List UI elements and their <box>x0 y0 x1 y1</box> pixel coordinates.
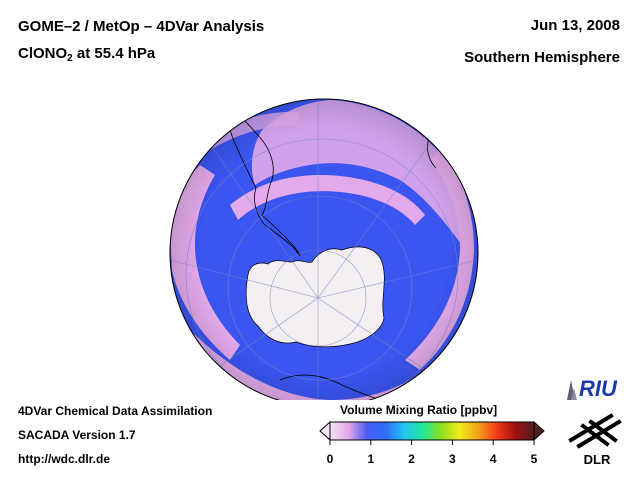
colorbar-tick-label: 4 <box>489 452 497 466</box>
hemisphere-label: Southern Hemisphere <box>464 49 620 66</box>
globe-map <box>169 98 479 400</box>
colorbar-tick-label: 2 <box>408 452 415 466</box>
colorbar-max-arrow <box>533 420 545 442</box>
riu-logo: RIU <box>567 376 618 401</box>
analysis-date: Jun 13, 2008 <box>530 17 620 34</box>
footer-url[interactable]: http://wdc.dlr.de <box>18 452 110 466</box>
colorbar-tick-label: 0 <box>326 452 334 466</box>
colorbar-ticks <box>329 440 535 445</box>
colorbar-tick-label: 5 <box>530 452 538 466</box>
species-subscript: 2 <box>67 53 73 64</box>
colorbar-tick-label: 1 <box>367 452 375 466</box>
pressure-level: at 55.4 hPa <box>72 45 156 62</box>
colorbar-min-arrow <box>319 420 331 442</box>
footer-version: SACADA Version 1.7 <box>18 428 136 442</box>
colorbar-tick-label: 3 <box>449 452 456 466</box>
species-label: ClONO2 at 55.4 hPa <box>18 45 155 64</box>
species-name: ClONO <box>18 45 68 62</box>
colorbar-gradient <box>329 421 535 441</box>
footer-system: 4DVar Chemical Data Assimilation <box>18 404 213 418</box>
colorbar-title: Volume Mixing Ratio [ppbv] <box>340 403 498 417</box>
dlr-logo: DLR <box>568 413 622 467</box>
map-title: GOME–2 / MetOp – 4DVar Analysis <box>18 18 265 35</box>
riu-logo-text: RIU <box>579 376 618 401</box>
colorbar <box>319 420 545 445</box>
globe-outline <box>169 98 479 400</box>
dlr-logo-text: DLR <box>584 452 611 467</box>
